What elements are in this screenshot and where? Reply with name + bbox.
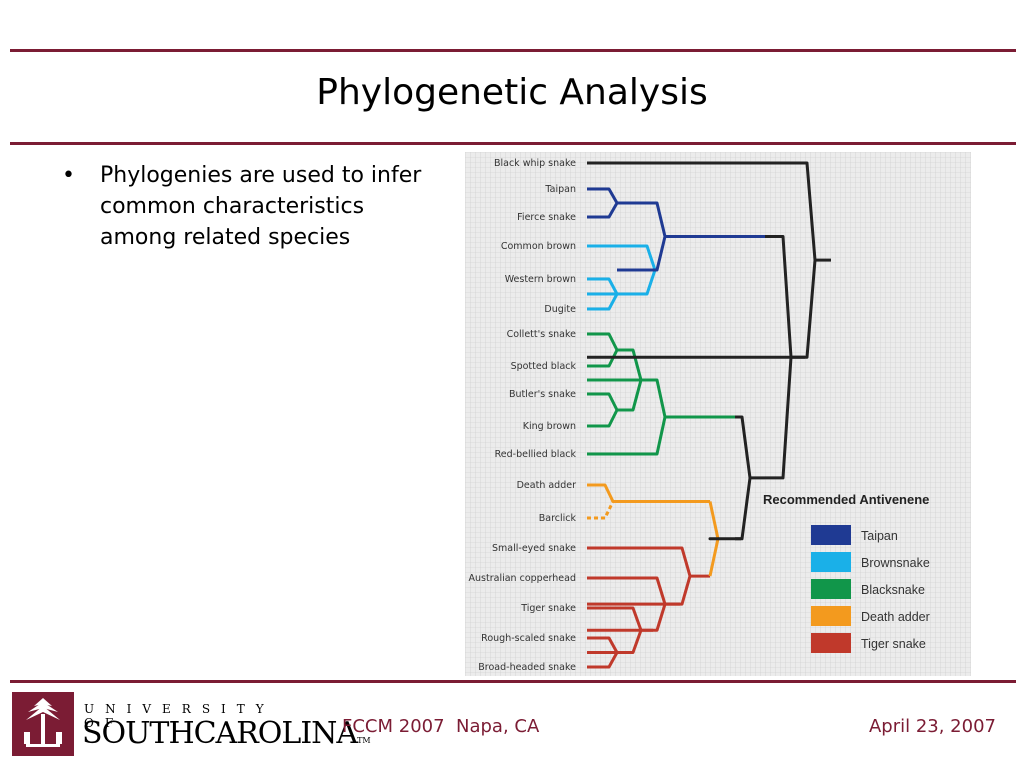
footer-rule — [10, 680, 1016, 683]
legend-swatch — [811, 552, 851, 572]
trademark-mark: TM — [357, 736, 371, 745]
species-label: Australian copperhead — [469, 573, 576, 584]
footer-date: April 23, 2007 — [868, 716, 996, 737]
species-label: Common brown — [501, 241, 576, 252]
bullet-list: Phylogenies are used to infer common cha… — [62, 160, 422, 253]
title-rule — [10, 142, 1016, 145]
barclick-branch — [587, 500, 615, 520]
species-label: King brown — [523, 421, 576, 432]
species-label: Dugite — [544, 304, 576, 315]
legend-label: Brownsnake — [861, 556, 930, 570]
species-label: Barclick — [539, 513, 577, 524]
university-name-main: SOUTHCAROLINA — [82, 716, 358, 751]
footer-conference: FCCM 2007 Napa, CA — [342, 716, 540, 737]
legend-swatch — [811, 606, 851, 626]
species-label: Western brown — [505, 274, 576, 285]
legend-label: Taipan — [861, 529, 898, 543]
species-label: Collett's snake — [507, 329, 577, 340]
legend-title: Recommended Antivenene — [763, 492, 929, 507]
species-label: Spotted black — [511, 361, 577, 372]
university-name-line1: UNIVERSITY OF — [84, 702, 275, 730]
species-label: Rough-scaled snake — [481, 633, 576, 644]
bullet-item: Phylogenies are used to infer common cha… — [62, 160, 422, 253]
species-label: Black whip snake — [494, 158, 576, 169]
university-logo-icon — [12, 692, 74, 756]
figure-grid-background — [465, 152, 971, 676]
legend-swatch — [811, 633, 851, 653]
legend-label: Death adder — [861, 610, 930, 624]
species-label: Fierce snake — [517, 212, 576, 223]
phylogenetic-tree-figure: Black whip snake Taipan Fierce snake Common… — [465, 152, 971, 676]
legend-label: Tiger snake — [861, 637, 926, 651]
species-label: Taipan — [544, 184, 576, 195]
species-label: Red-bellied black — [495, 449, 577, 460]
legend-swatch — [811, 579, 851, 599]
species-label: Broad-headed snake — [478, 662, 576, 673]
legend-label: Blacksnake — [861, 583, 925, 597]
species-label: Tiger snake — [520, 603, 576, 614]
slide-title: Phylogenetic Analysis — [316, 72, 708, 113]
university-name-line2: SOUTHCAROLINATM — [82, 716, 371, 751]
top-rule — [10, 49, 1016, 52]
death-adder-branch — [587, 483, 710, 503]
species-label: Small-eyed snake — [492, 543, 576, 554]
species-label: Butler's snake — [509, 389, 576, 400]
legend-swatch — [811, 525, 851, 545]
species-label: Death adder — [517, 480, 576, 491]
